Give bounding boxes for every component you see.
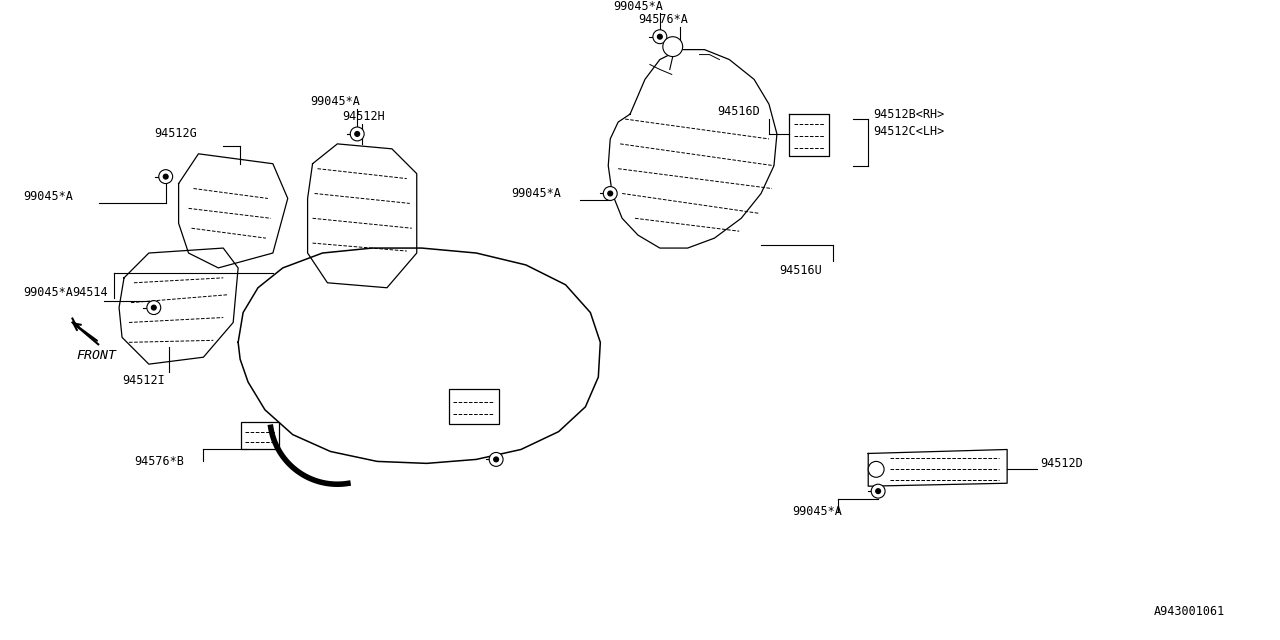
Circle shape (868, 461, 884, 477)
Circle shape (494, 457, 499, 462)
Text: 99045*A: 99045*A (613, 1, 663, 13)
Circle shape (355, 131, 360, 136)
Text: 94512C<LH>: 94512C<LH> (873, 125, 945, 138)
Text: 94516U: 94516U (780, 264, 822, 277)
Text: 99045*A: 99045*A (792, 504, 842, 518)
Text: 94514: 94514 (73, 286, 108, 300)
Bar (241, 422, 279, 449)
Circle shape (164, 174, 168, 179)
Text: 94516D: 94516D (717, 104, 760, 118)
Circle shape (159, 170, 173, 184)
Text: 94512H: 94512H (342, 109, 385, 123)
Circle shape (658, 34, 662, 39)
Text: 94576*A: 94576*A (637, 13, 687, 26)
Circle shape (351, 127, 364, 141)
Text: 94512G: 94512G (154, 127, 197, 140)
Text: 99045*A: 99045*A (23, 190, 73, 203)
Circle shape (147, 301, 161, 314)
Circle shape (603, 186, 617, 200)
Text: 99045*A: 99045*A (311, 95, 361, 108)
Circle shape (489, 452, 503, 467)
Text: A943001061: A943001061 (1155, 605, 1225, 618)
Text: 94576*B: 94576*B (134, 455, 184, 468)
Text: FRONT: FRONT (77, 349, 116, 362)
Circle shape (151, 305, 156, 310)
Circle shape (663, 36, 682, 56)
Circle shape (653, 30, 667, 44)
Circle shape (608, 191, 613, 196)
Text: 99045*A: 99045*A (23, 286, 73, 300)
Bar (449, 389, 499, 424)
Text: 94512D: 94512D (1039, 457, 1083, 470)
Text: 94512I: 94512I (122, 374, 165, 387)
Text: 94512B<RH>: 94512B<RH> (873, 108, 945, 120)
Text: 99045*A: 99045*A (511, 187, 561, 200)
Circle shape (876, 489, 881, 493)
Circle shape (872, 484, 884, 498)
